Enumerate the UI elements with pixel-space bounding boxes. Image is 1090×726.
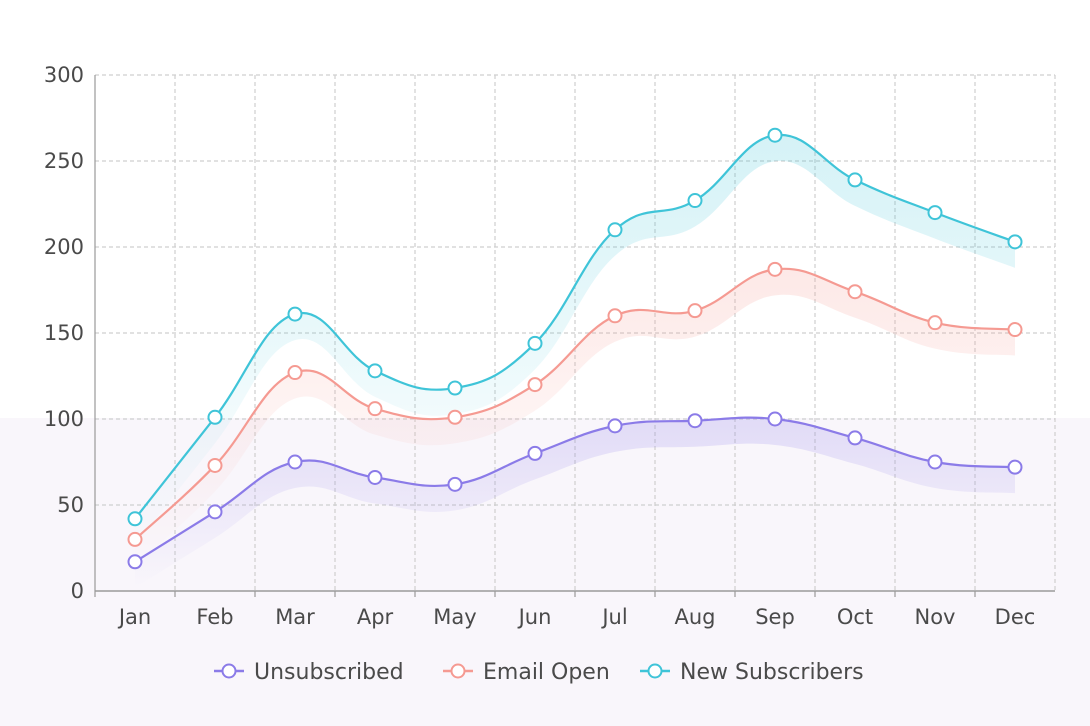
data-point-unsubscribed[interactable] xyxy=(367,469,383,485)
x-tick-label: May xyxy=(433,605,476,629)
data-point-email-open[interactable] xyxy=(1007,322,1023,338)
axes: 0 50 100 150 200 250 300 Jan Feb Mar Apr May Jun Jul A… xyxy=(44,63,1055,629)
y-tick-label: 150 xyxy=(44,321,84,345)
data-point-email-open[interactable] xyxy=(207,457,223,473)
data-point-new-subscribers[interactable] xyxy=(767,127,783,143)
series-glow-unsubscribed xyxy=(135,417,1015,588)
legend-swatch-marker xyxy=(450,663,466,679)
y-tick-label: 50 xyxy=(57,493,84,517)
data-point-new-subscribers[interactable] xyxy=(527,335,543,351)
legend-label: New Subscribers xyxy=(680,660,864,685)
data-point-email-open[interactable] xyxy=(767,261,783,277)
x-tick-label: Dec xyxy=(995,605,1036,629)
data-point-unsubscribed[interactable] xyxy=(1007,459,1023,475)
data-point-new-subscribers[interactable] xyxy=(847,172,863,188)
series-glow xyxy=(135,134,1015,588)
data-point-unsubscribed[interactable] xyxy=(287,454,303,470)
data-point-unsubscribed[interactable] xyxy=(127,554,143,570)
x-tick-label: Jul xyxy=(600,605,627,629)
data-point-email-open[interactable] xyxy=(287,365,303,381)
series-points xyxy=(127,127,1023,570)
data-point-unsubscribed[interactable] xyxy=(687,413,703,429)
legend[interactable]: Unsubscribed Email Open New Subscribers xyxy=(214,660,864,685)
data-point-email-open[interactable] xyxy=(607,308,623,324)
y-tick-label: 100 xyxy=(44,407,84,431)
data-point-new-subscribers[interactable] xyxy=(1007,234,1023,250)
legend-swatch-marker xyxy=(221,663,237,679)
data-point-new-subscribers[interactable] xyxy=(687,193,703,209)
y-tick-label: 200 xyxy=(44,235,84,259)
x-tick-label: Nov xyxy=(915,605,956,629)
legend-item-email-open[interactable]: Email Open xyxy=(443,660,610,685)
data-point-unsubscribed[interactable] xyxy=(847,430,863,446)
data-point-email-open[interactable] xyxy=(447,409,463,425)
data-point-email-open[interactable] xyxy=(847,284,863,300)
data-point-unsubscribed[interactable] xyxy=(527,445,543,461)
series-glow-new-subscribers xyxy=(135,134,1015,545)
data-point-email-open[interactable] xyxy=(367,401,383,417)
data-point-new-subscribers[interactable] xyxy=(447,380,463,396)
data-point-new-subscribers[interactable] xyxy=(367,363,383,379)
data-point-unsubscribed[interactable] xyxy=(207,504,223,520)
x-tick-label: Jan xyxy=(117,605,151,629)
data-point-unsubscribed[interactable] xyxy=(767,411,783,427)
x-tick-label: Sep xyxy=(755,605,795,629)
data-point-email-open[interactable] xyxy=(927,315,943,331)
legend-label: Email Open xyxy=(483,660,610,685)
x-tick-label: Oct xyxy=(837,605,873,629)
data-point-new-subscribers[interactable] xyxy=(127,511,143,527)
data-point-unsubscribed[interactable] xyxy=(927,454,943,470)
x-tick-label: Feb xyxy=(196,605,233,629)
data-point-email-open[interactable] xyxy=(527,377,543,393)
y-tick-label: 0 xyxy=(71,579,84,603)
data-point-new-subscribers[interactable] xyxy=(207,409,223,425)
data-point-new-subscribers[interactable] xyxy=(607,222,623,238)
x-tick-label: Apr xyxy=(357,605,394,629)
data-point-new-subscribers[interactable] xyxy=(927,205,943,221)
x-tick-label: Mar xyxy=(275,605,315,629)
legend-swatch-marker xyxy=(647,663,663,679)
x-tick-label: Aug xyxy=(674,605,715,629)
x-tick-label: Jun xyxy=(517,605,552,629)
data-point-email-open[interactable] xyxy=(127,531,143,547)
data-point-unsubscribed[interactable] xyxy=(607,418,623,434)
legend-label: Unsubscribed xyxy=(254,660,404,685)
data-point-new-subscribers[interactable] xyxy=(287,306,303,322)
data-point-unsubscribed[interactable] xyxy=(447,476,463,492)
legend-item-new-subscribers[interactable]: New Subscribers xyxy=(640,660,864,685)
y-tick-label: 250 xyxy=(44,149,84,173)
legend-item-unsubscribed[interactable]: Unsubscribed xyxy=(214,660,404,685)
y-tick-label: 300 xyxy=(44,63,84,87)
data-point-email-open[interactable] xyxy=(687,303,703,319)
